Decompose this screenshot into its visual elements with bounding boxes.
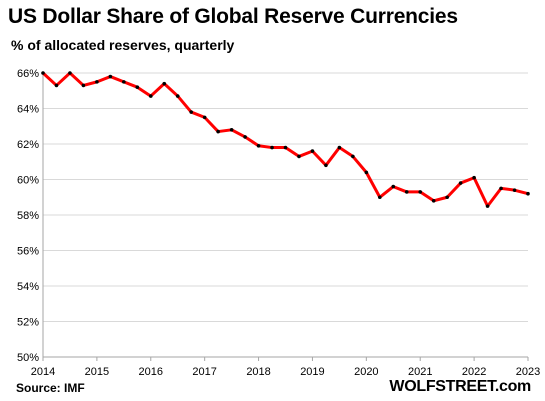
data-point [81,83,86,88]
data-point [297,154,301,159]
source-note: Source: IMF [16,381,85,395]
data-point [431,199,436,203]
data-point [404,190,409,194]
data-point [458,181,463,185]
data-point [68,71,72,75]
data-point [499,186,503,191]
data-point [310,149,315,153]
data-point [418,190,423,194]
x-axis-tick-labels: 2014 2015 2016 2017 2018 2019 2020 2021 2022 2023 [31,366,540,378]
data-point [351,154,355,159]
y-tick-label-54: 54% [17,281,39,293]
data-point [364,170,369,175]
x-tick-label-2015: 2015 [85,366,109,378]
y-tick-label-52: 52% [17,317,39,329]
axes [42,73,529,361]
x-tick-label-2014: 2014 [31,366,55,378]
data-point [162,81,167,86]
data-point [54,83,59,88]
y-tick-label-58: 58% [17,210,39,222]
y-tick-label-56: 56% [17,246,39,258]
x-tick-label-2021: 2021 [408,366,432,378]
y-axis-tick-labels: 50% 52% 54% 56% 58% 60% 62% 64% 66% [17,68,39,364]
data-point [512,188,517,192]
data-point [216,129,220,134]
data-point [243,135,247,139]
y-tick-label-60: 60% [17,175,39,187]
x-tick-label-2016: 2016 [139,366,163,378]
x-tick-label-2023: 2023 [516,366,540,378]
grid-lines [43,72,528,322]
data-point [256,143,261,148]
data-point [283,145,288,150]
data-point [324,163,328,168]
y-tick-label-50: 50% [17,352,39,364]
data-point [391,184,396,189]
data-point [189,110,193,114]
data-point [41,71,45,75]
data-point [526,191,530,196]
chart-subtitle: % of allocated reserves, quarterly [11,37,235,53]
data-point [95,80,99,84]
data-point [148,94,153,98]
series-line [41,71,530,208]
y-tick-label-64: 64% [17,104,39,116]
data-point [229,128,234,132]
data-point [270,145,274,150]
x-tick-label-2019: 2019 [300,366,324,378]
data-point [202,115,207,120]
x-tick-label-2020: 2020 [354,366,378,378]
x-tick-label-2018: 2018 [246,366,270,378]
series-layer [41,71,530,208]
data-point [485,204,490,208]
x-tick-label-2017: 2017 [192,366,216,378]
data-point [175,94,180,98]
brand-logo-text: WOLFSTREET.com [389,378,531,395]
y-tick-label-66: 66% [17,68,39,80]
y-tick-label-62: 62% [17,139,39,151]
data-point [472,175,476,180]
x-tick-label-2022: 2022 [462,366,486,378]
data-point [108,74,113,79]
data-point [378,195,382,200]
data-point [122,80,126,84]
data-point [445,195,449,200]
chart-title: US Dollar Share of Global Reserve Curren… [8,5,458,28]
data-point [337,145,342,150]
data-point [135,85,140,89]
